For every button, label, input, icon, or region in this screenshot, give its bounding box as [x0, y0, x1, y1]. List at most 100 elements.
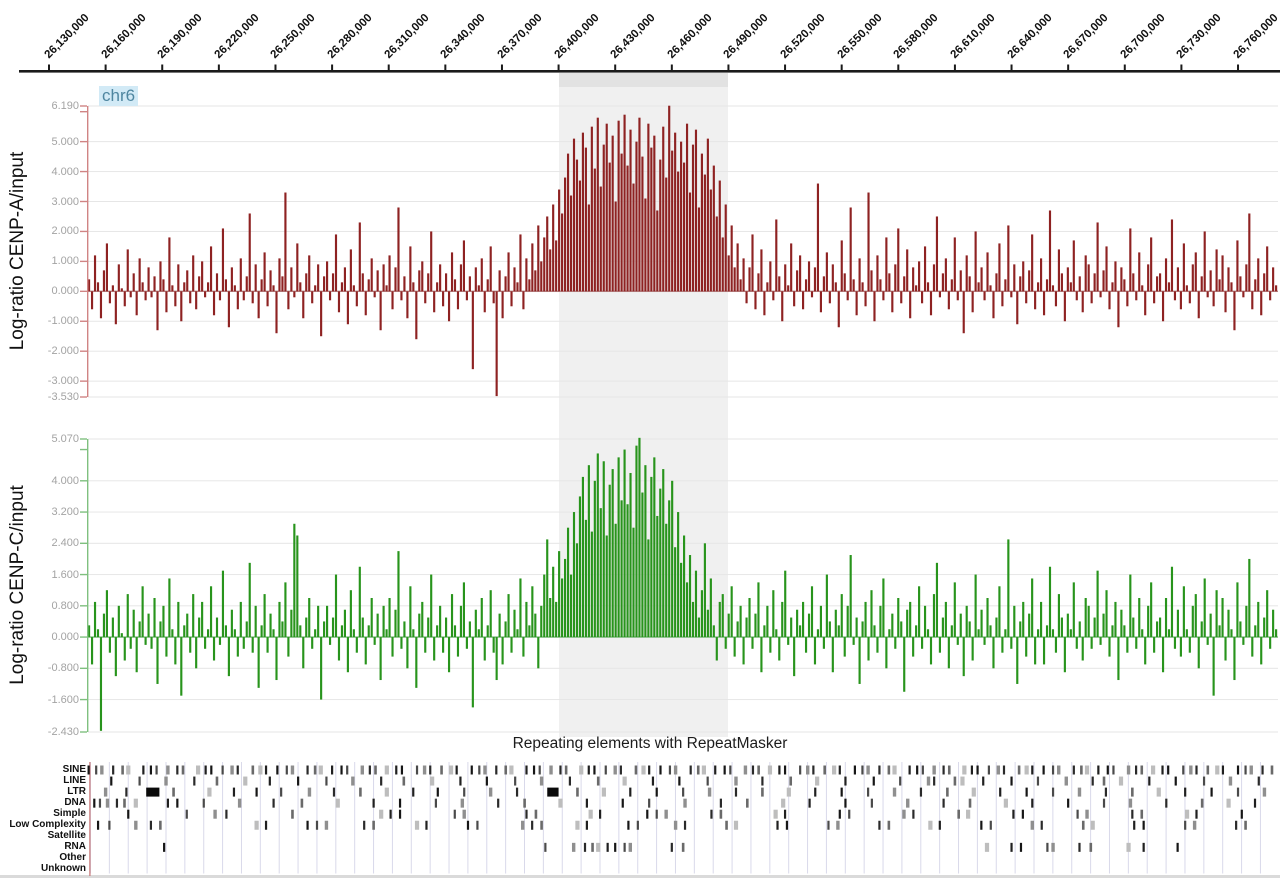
- data-bar: [998, 243, 1001, 292]
- repeat-mark: [521, 820, 525, 830]
- data-bar: [525, 601, 528, 638]
- repeat-mark: [773, 809, 778, 819]
- data-bar: [909, 291, 912, 319]
- data-bar: [784, 570, 787, 638]
- repeat-mark: [1002, 765, 1006, 775]
- data-bar: [983, 291, 986, 301]
- data-bar: [123, 637, 126, 661]
- y-axis-tick-label: -1.600: [47, 693, 79, 706]
- data-bar: [989, 625, 992, 638]
- repeat-mark: [601, 787, 606, 797]
- data-bar: [828, 291, 831, 304]
- repeat-mark: [799, 765, 802, 775]
- data-bar: [340, 282, 344, 292]
- repeat-mark: [878, 765, 881, 775]
- data-bar: [983, 637, 986, 645]
- repeat-mark: [568, 776, 572, 786]
- data-bar: [331, 273, 335, 292]
- repeat-mark: [402, 776, 406, 786]
- data-bar: [311, 637, 314, 649]
- data-bar: [257, 291, 260, 319]
- repeat-mark: [1261, 765, 1264, 775]
- data-bar: [1144, 637, 1147, 665]
- repeat-mark: [470, 765, 473, 775]
- data-bar: [775, 629, 778, 638]
- data-bar: [1236, 240, 1239, 292]
- data-bar: [810, 291, 814, 298]
- repeat-mark: [840, 787, 843, 797]
- repeat-mark: [767, 765, 773, 775]
- data-bar: [1048, 566, 1052, 638]
- repeat-mark: [1126, 842, 1131, 852]
- data-bar: [739, 279, 742, 292]
- data-bar: [436, 282, 439, 292]
- data-bar: [748, 598, 751, 638]
- repeat-mark: [372, 820, 375, 830]
- repeat-gridline: [146, 762, 148, 874]
- repeat-mark: [93, 798, 96, 808]
- data-bar: [1117, 291, 1120, 328]
- repeat-mark: [264, 820, 268, 830]
- repeat-mark: [1244, 765, 1247, 775]
- data-bar: [992, 637, 995, 669]
- data-bar: [447, 291, 451, 322]
- data-bar: [257, 637, 260, 688]
- repeat-gridline: [184, 762, 186, 874]
- y-axis-tick-label: 2.400: [51, 537, 79, 550]
- repeat-gridline: [750, 762, 752, 874]
- repeat-mark: [1046, 842, 1049, 852]
- data-bar: [171, 285, 174, 292]
- data-bar: [537, 225, 540, 292]
- data-bar: [266, 637, 269, 653]
- repeat-mark: [1184, 787, 1187, 797]
- data-bar: [1105, 590, 1108, 638]
- repeat-mark: [164, 776, 168, 786]
- repeat-mark: [476, 820, 479, 830]
- data-bar: [962, 291, 965, 334]
- data-bar: [150, 291, 153, 298]
- repeat-gridline: [316, 762, 318, 874]
- data-bar: [751, 637, 754, 649]
- repeat-mark: [176, 798, 179, 808]
- data-bar: [1233, 291, 1236, 331]
- data-bar: [391, 291, 394, 310]
- data-bar: [1245, 264, 1248, 292]
- repeat-mark: [379, 809, 384, 819]
- data-bar: [1084, 255, 1087, 292]
- repeat-mark: [861, 765, 864, 775]
- repeat-mark: [100, 765, 104, 775]
- data-bar: [394, 267, 397, 292]
- data-bar: [430, 231, 433, 292]
- data-bar: [1197, 637, 1200, 669]
- repeat-mark: [613, 765, 617, 775]
- repeat-mark: [571, 842, 576, 852]
- data-bar: [885, 637, 888, 669]
- data-bar: [436, 625, 439, 638]
- y-axis-tick-label: 2.000: [51, 225, 79, 238]
- data-bar: [180, 291, 183, 322]
- repeat-mark: [1142, 820, 1145, 830]
- data-bar: [427, 273, 430, 292]
- data-bar: [855, 617, 858, 638]
- data-bar: [1034, 637, 1037, 665]
- data-bar: [1266, 246, 1269, 292]
- data-bar: [326, 261, 329, 292]
- data-bar: [269, 270, 272, 292]
- data-bar: [462, 240, 465, 292]
- data-bar: [1111, 282, 1114, 292]
- data-bar: [1048, 210, 1052, 292]
- data-bar: [760, 637, 763, 673]
- data-bar: [1072, 582, 1075, 638]
- data-bar: [215, 273, 219, 292]
- repeat-mark: [832, 765, 837, 775]
- y-axis-tick: [80, 260, 87, 263]
- repeat-mark: [614, 842, 617, 852]
- data-bar: [1084, 598, 1087, 638]
- data-bar: [204, 637, 207, 649]
- data-bar: [132, 609, 135, 638]
- repeat-mark: [315, 820, 319, 830]
- data-bar: [465, 637, 468, 649]
- top-axis-tick-label: 26,760,000: [1231, 11, 1280, 61]
- data-bar: [135, 637, 138, 673]
- data-bar: [1159, 273, 1162, 292]
